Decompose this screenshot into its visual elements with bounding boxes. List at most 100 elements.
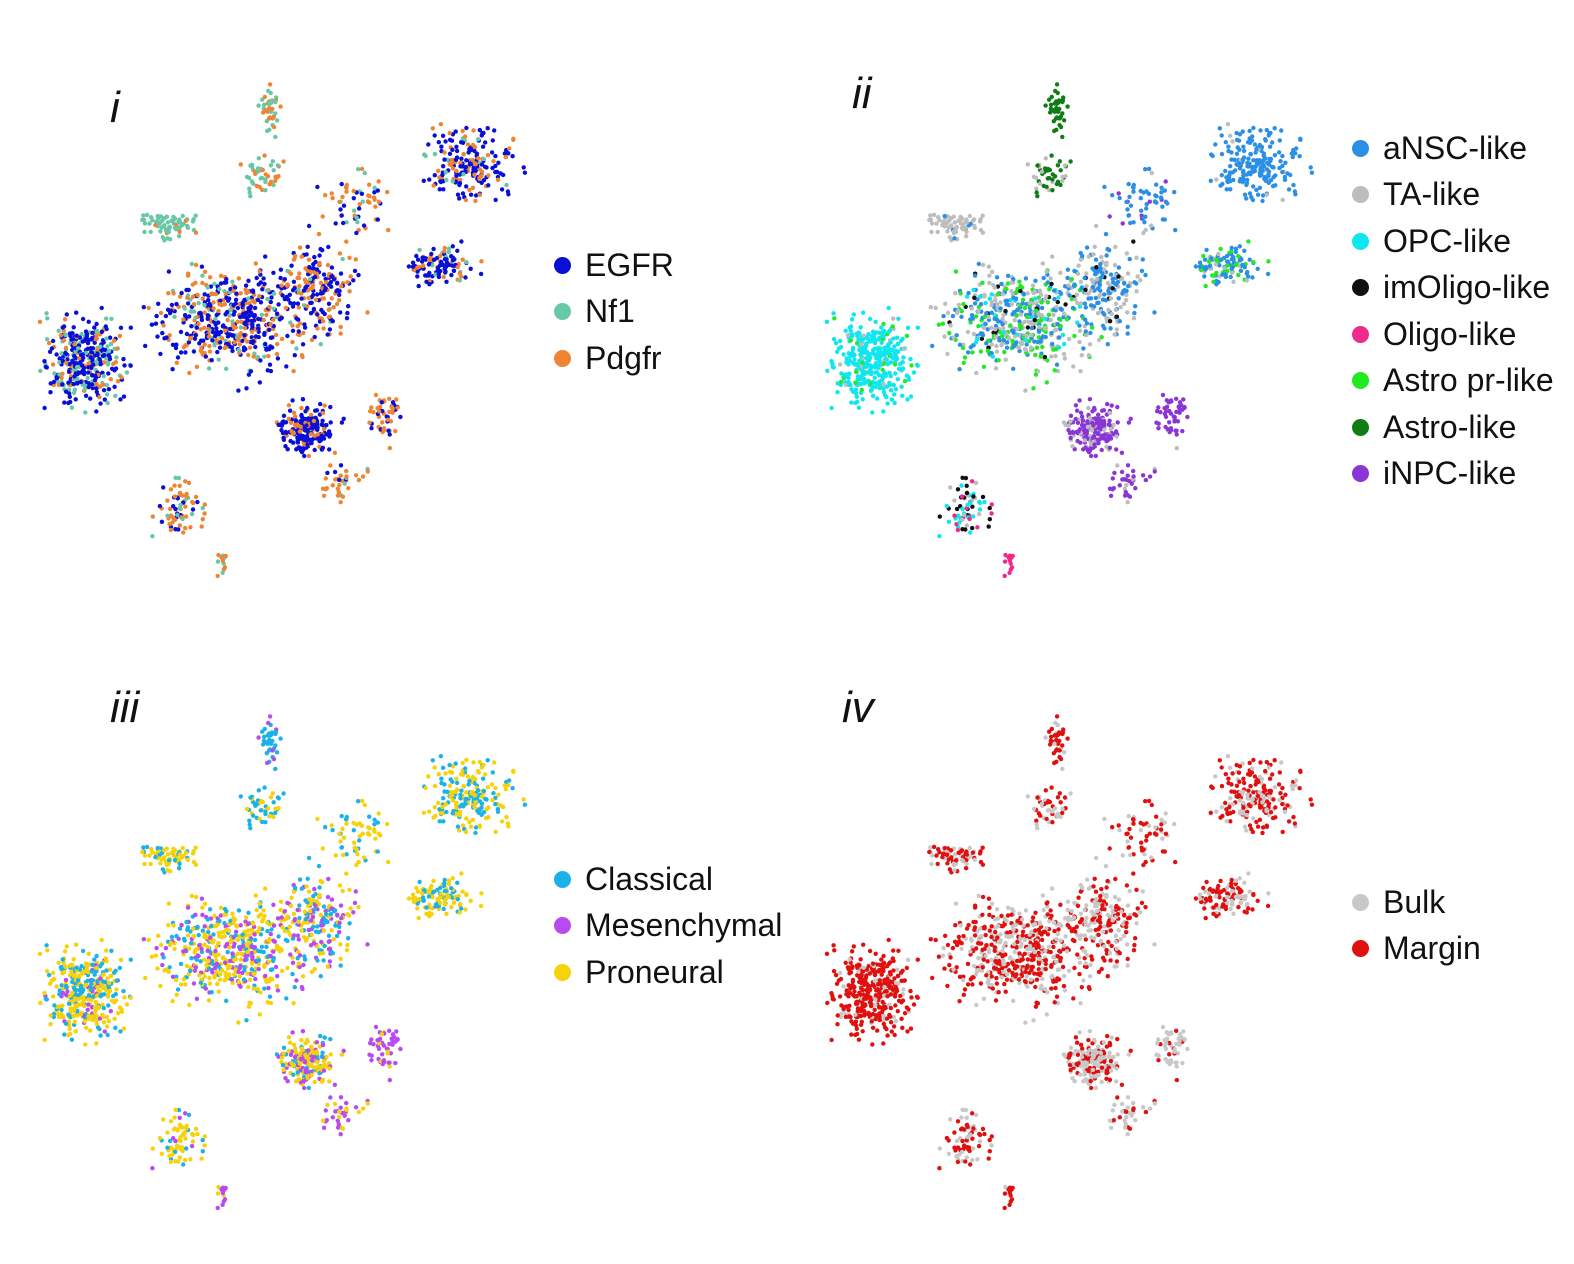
scatter-point-egfr xyxy=(88,396,93,401)
scatter-point-nf1 xyxy=(372,185,377,190)
scatter-point-pdgfr xyxy=(381,428,387,433)
scatter-point-egfr xyxy=(85,346,91,351)
scatter-point-egfr xyxy=(372,190,377,195)
scatter-point-ta-like xyxy=(1087,415,1092,421)
scatter-point-ansc-like xyxy=(1051,288,1057,293)
scatter-point-egfr xyxy=(459,156,464,161)
scatter-point-imoligo-like xyxy=(1063,302,1068,307)
scatter-point-egfr xyxy=(66,380,71,385)
scatter-point-opc-like xyxy=(879,340,884,345)
scatter-point-classical xyxy=(106,985,112,990)
scatter-point-pdgfr xyxy=(338,500,343,505)
scatter-point-proneural xyxy=(267,959,272,964)
scatter-point-ansc-like xyxy=(1126,284,1131,289)
scatter-point-inpc-like xyxy=(1182,405,1187,410)
legend-marker xyxy=(1352,418,1369,436)
scatter-point-pdgfr xyxy=(461,151,466,157)
scatter-point-egfr xyxy=(463,275,468,280)
scatter-point-egfr xyxy=(481,178,487,183)
scatter-point-pdgfr xyxy=(271,124,277,130)
scatter-point-opc-like xyxy=(893,371,898,376)
scatter-point-pdgfr xyxy=(454,168,459,174)
scatter-point-nf1 xyxy=(124,370,130,375)
scatter-point-egfr xyxy=(454,173,459,178)
scatter-point-astro-pr-like xyxy=(940,321,946,326)
scatter-point-proneural xyxy=(178,982,184,987)
scatter-point-ansc-like xyxy=(1248,172,1253,177)
scatter-point-pdgfr xyxy=(177,229,182,234)
scatter-point-pdgfr xyxy=(338,473,343,478)
scatter-point-opc-like xyxy=(905,325,911,330)
scatter-point-classical xyxy=(185,927,190,932)
scatter-point-ta-like xyxy=(1089,428,1095,433)
scatter-point-opc-like xyxy=(846,375,851,381)
scatter-point-pdgfr xyxy=(470,185,476,190)
legend-label: Astro pr-like xyxy=(1383,362,1554,399)
scatter-point-mesenchymal xyxy=(263,973,268,979)
scatter-point-ta-like xyxy=(1103,262,1109,267)
scatter-point-proneural xyxy=(73,1003,78,1008)
scatter-point-proneural xyxy=(257,926,262,931)
scatter-point-opc-like xyxy=(878,362,883,367)
scatter-point-ansc-like xyxy=(1242,248,1247,253)
scatter-point-astro-pr-like xyxy=(996,358,1001,363)
scatter-point-mesenchymal xyxy=(202,924,207,929)
scatter-point-opc-like xyxy=(992,313,997,318)
scatter-point-egfr xyxy=(426,262,432,267)
scatter-point-inpc-like xyxy=(1107,214,1112,219)
scatter-point-ansc-like xyxy=(1254,146,1259,152)
legend-label: aNSC-like xyxy=(1383,129,1528,166)
scatter-point-inpc-like xyxy=(1168,428,1174,433)
scatter-point-pdgfr xyxy=(278,104,283,109)
scatter-point-ta-like xyxy=(935,229,940,235)
scatter-point-proneural xyxy=(158,942,164,948)
scatter-point-classical xyxy=(233,933,238,938)
scatter-point-ta-like xyxy=(1096,337,1102,343)
scatter-point-ansc-like xyxy=(1132,280,1137,285)
scatter-point-nf1 xyxy=(262,354,267,359)
scatter-point-ansc-like xyxy=(1245,177,1250,183)
scatter-point-egfr xyxy=(356,272,361,278)
scatter-point-pdgfr xyxy=(331,305,336,310)
scatter-point-proneural xyxy=(44,969,50,974)
scatter-point-ta-like xyxy=(1071,364,1076,369)
scatter-point-ta-like xyxy=(1077,328,1083,333)
scatter-point-nf1 xyxy=(344,220,349,225)
scatter-point-opc-like xyxy=(915,325,920,330)
scatter-point-egfr xyxy=(305,442,310,447)
scatter-point-ansc-like xyxy=(1219,173,1224,178)
scatter-point-ta-like xyxy=(901,346,907,351)
scatter-point-nf1 xyxy=(256,156,261,161)
scatter-point-pdgfr xyxy=(353,257,358,262)
scatter-point-ansc-like xyxy=(1001,337,1006,343)
scatter-point-inpc-like xyxy=(1147,199,1152,204)
scatter-point-egfr xyxy=(427,282,432,287)
scatter-point-proneural xyxy=(71,957,76,962)
scatter-point-ta-like xyxy=(1112,262,1118,268)
scatter-point-pdgfr xyxy=(202,342,207,347)
scatter-point-opc-like xyxy=(829,359,834,364)
scatter-point-egfr xyxy=(184,287,189,293)
scatter-point-classical xyxy=(217,918,222,924)
scatter-point-pdgfr xyxy=(61,338,67,343)
scatter-point-proneural xyxy=(214,969,219,975)
scatter-point-inpc-like xyxy=(1133,486,1138,491)
legend-marker xyxy=(1352,186,1369,204)
scatter-point-pdgfr xyxy=(177,490,183,496)
scatter-point-ansc-like xyxy=(1005,273,1011,278)
scatter-point-ta-like xyxy=(980,230,986,235)
scatter-point-ta-like xyxy=(1025,291,1030,296)
scatter-point-astro-like xyxy=(1056,98,1062,103)
scatter-point-egfr xyxy=(208,303,213,308)
scatter-point-ansc-like xyxy=(1124,199,1129,205)
scatter-point-ansc-like xyxy=(1229,245,1234,251)
scatter-point-mesenchymal xyxy=(282,909,287,914)
scatter-point-nf1 xyxy=(265,296,270,302)
scatter-point-ansc-like xyxy=(1229,266,1234,271)
scatter-point-nf1 xyxy=(236,347,241,353)
scatter-point-astro-pr-like xyxy=(1211,273,1216,278)
scatter-point-astro-pr-like xyxy=(1020,297,1026,302)
scatter-point-mesenchymal xyxy=(327,946,333,951)
scatter-point-ansc-like xyxy=(1058,306,1063,311)
scatter-point-proneural xyxy=(94,1013,99,1019)
